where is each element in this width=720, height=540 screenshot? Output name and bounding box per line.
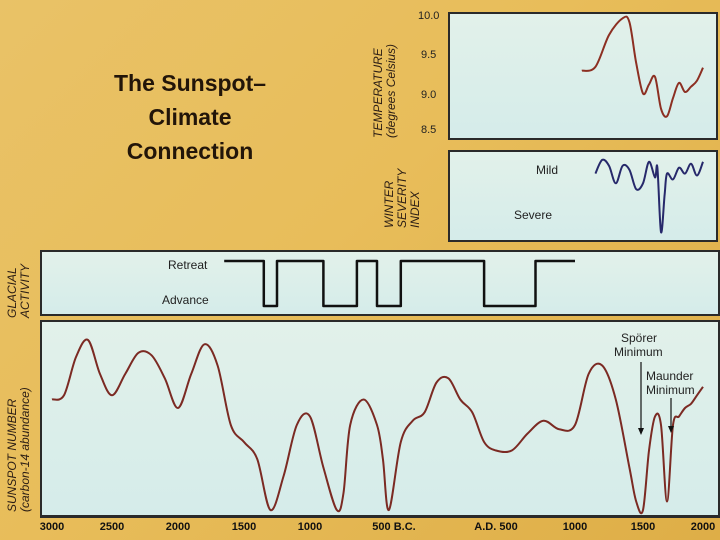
- x-tick: 1000: [562, 521, 588, 533]
- sporer-arrow-head: [638, 428, 644, 435]
- temperature-tick: 9.5: [421, 49, 437, 61]
- maunder-label-1: Maunder: [646, 369, 694, 383]
- glacial-retreat-label: Retreat: [168, 258, 208, 272]
- winter-panel: [448, 150, 718, 242]
- x-tick: 1500: [630, 521, 656, 533]
- temperature-panel: [448, 12, 718, 140]
- temperature-tick: 10.0: [418, 10, 440, 22]
- x-tick: 1000: [297, 521, 323, 533]
- x-tick: 2000: [165, 521, 191, 533]
- x-tick: 2000: [690, 521, 716, 533]
- sunspot-line: [51, 338, 704, 515]
- x-tick: 3000: [39, 521, 65, 533]
- winter-severity-line: [594, 158, 704, 234]
- glacial-panel: [40, 250, 720, 316]
- winter-mild-label: Mild: [536, 163, 559, 177]
- glacial-advance-label: Advance: [162, 293, 209, 307]
- sporer-label-2: Minimum: [614, 345, 663, 359]
- sporer-label-1: Spörer: [621, 331, 658, 345]
- maunder-arrow-head: [668, 426, 674, 433]
- sunspot-panel: [40, 320, 720, 518]
- temperature-line: [581, 15, 704, 118]
- x-tick: A.D. 500: [474, 521, 518, 533]
- glacial-activity-line: [224, 259, 575, 308]
- x-tick: 500 B.C.: [372, 521, 416, 533]
- temperature-tick: 8.5: [421, 124, 437, 136]
- title-line-2: Climate: [148, 104, 232, 130]
- title-line-1: The Sunspot–: [113, 70, 267, 96]
- maunder-label-2: Minimum: [646, 383, 695, 397]
- temperature-tick: 9.0: [421, 89, 437, 101]
- x-tick: 2500: [99, 521, 125, 533]
- x-tick: 1500: [231, 521, 257, 533]
- title-line-3: Connection: [126, 138, 254, 164]
- winter-severe-label: Severe: [514, 208, 553, 222]
